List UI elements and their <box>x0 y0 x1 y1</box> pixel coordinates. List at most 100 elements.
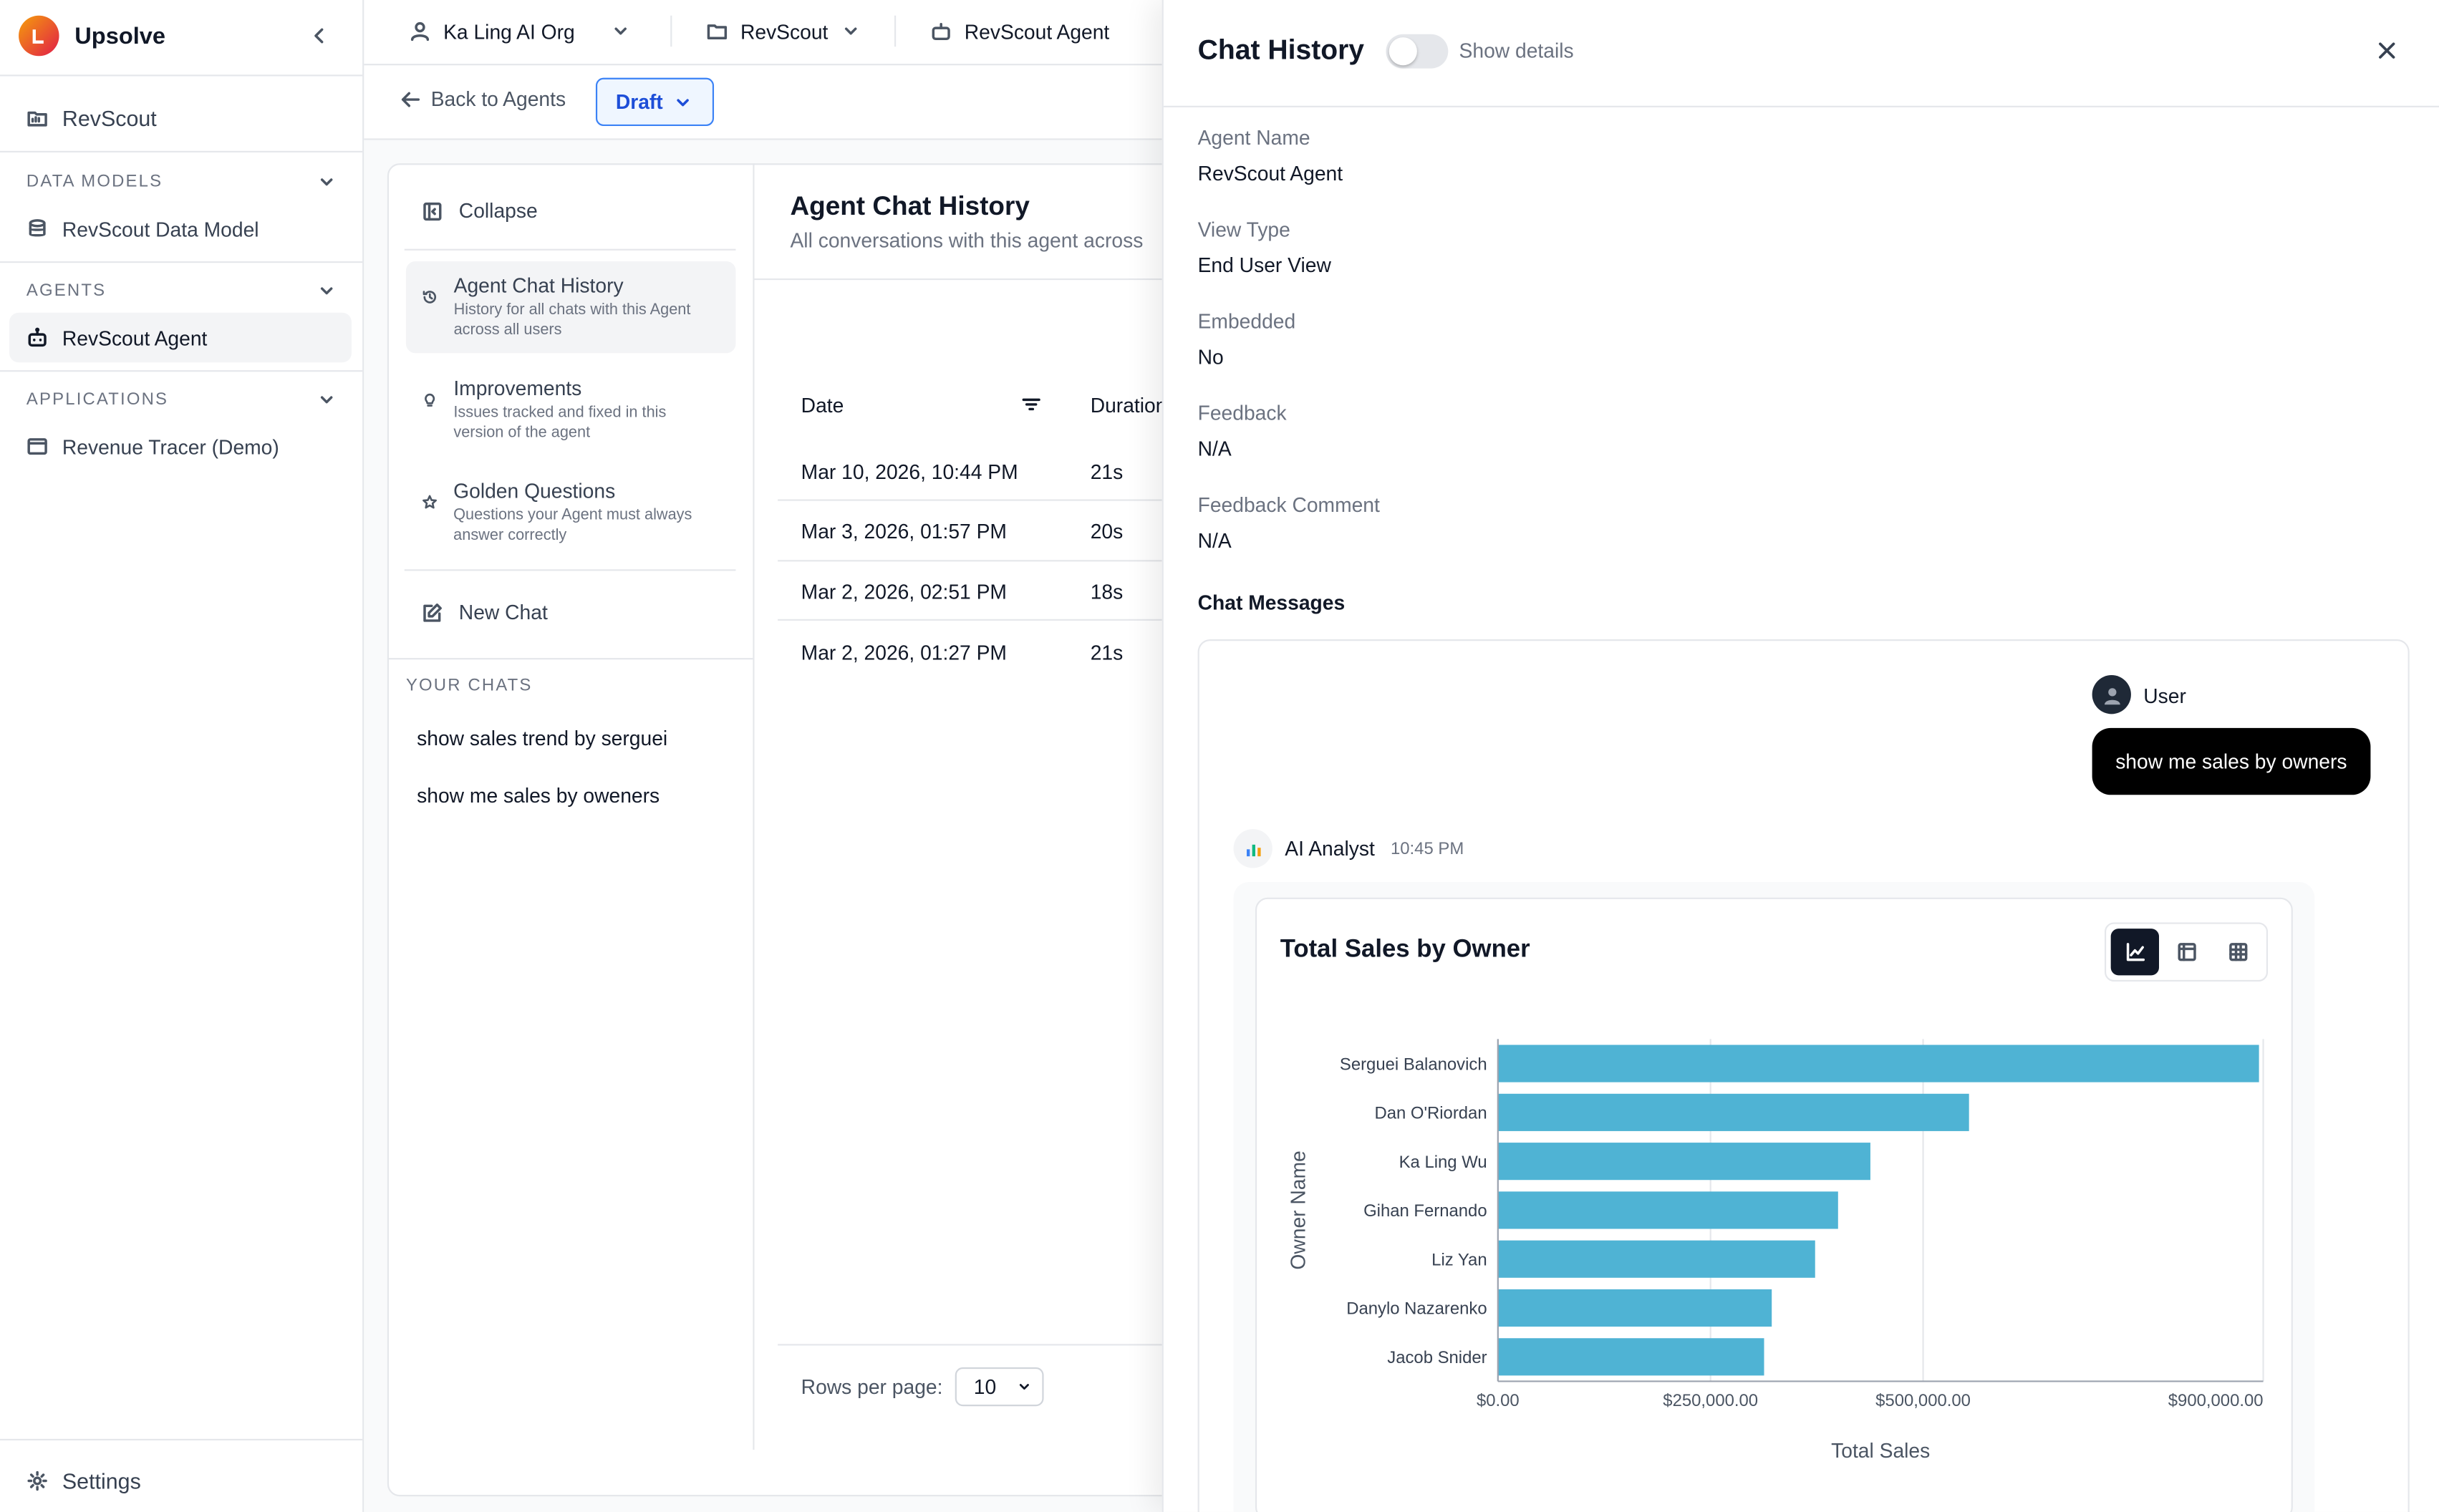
divider <box>0 370 363 372</box>
nav-title: Improvements <box>453 376 582 400</box>
user-message-text: show me sales by owners <box>2115 750 2347 773</box>
bar <box>1497 1289 1772 1327</box>
x-tick-label: $900,000.00 <box>2168 1391 2264 1410</box>
show-details-toggle[interactable] <box>1386 34 1449 69</box>
section-label: DATA MODELS <box>26 173 163 192</box>
bar <box>1497 1093 1969 1131</box>
rows-per-page-value: 10 <box>973 1375 997 1399</box>
ai-time: 10:45 PM <box>1390 840 1464 859</box>
back-to-agents-link[interactable]: Back to Agents <box>400 87 566 111</box>
x-tick-label: $500,000.00 <box>1875 1391 1971 1410</box>
table-view-button[interactable] <box>2213 929 2261 975</box>
row-date[interactable]: Mar 2, 2026, 02:51 PM <box>801 580 1007 604</box>
row-duration: 21s <box>1090 641 1124 664</box>
folder-icon <box>707 24 728 39</box>
section-data-models[interactable]: DATA MODELS <box>26 171 337 193</box>
pivot-view-button[interactable] <box>2162 929 2210 975</box>
gear-icon <box>27 1470 47 1491</box>
nav-desc: Issues tracked and fixed in this version… <box>453 404 667 442</box>
agent-name: RevScout Agent <box>964 19 1110 43</box>
column-header-date[interactable]: Date <box>801 393 844 417</box>
field-label: Agent Name <box>1197 125 1310 150</box>
sidebar-item-data-model[interactable]: RevScout Data Model <box>9 204 352 254</box>
panel-title: Chat History <box>1197 34 1365 66</box>
section-agents[interactable]: AGENTS <box>26 280 337 301</box>
bar <box>1497 1191 1838 1229</box>
divider <box>0 150 363 152</box>
chevron-down-icon <box>320 396 333 404</box>
pagination-divider <box>778 1344 1164 1346</box>
new-chat-button[interactable]: New Chat <box>406 588 736 636</box>
app-window-icon <box>27 438 47 455</box>
draft-version-select[interactable]: Draft <box>595 77 715 126</box>
section-label: AGENTS <box>26 281 107 301</box>
divider <box>404 569 736 571</box>
toolbar-divider <box>364 138 1173 140</box>
category-label: Serguei Balanovich <box>1340 1055 1487 1074</box>
chart-view-toggle <box>2104 922 2269 982</box>
card-column-divider <box>753 163 755 1450</box>
nav-golden-questions[interactable]: Golden Questions Questions your Agent mu… <box>406 467 736 558</box>
rows-per-page-label: Rows per page: <box>801 1375 943 1399</box>
category-label: Ka Ling Wu <box>1399 1153 1487 1172</box>
settings-link[interactable]: Settings <box>9 1456 352 1506</box>
bar <box>1497 1338 1764 1376</box>
user-message-bubble: show me sales by owners <box>2092 727 2371 795</box>
org-name: Ka Ling AI Org <box>443 19 575 43</box>
nav-title: Golden Questions <box>453 479 616 503</box>
filter-icon[interactable] <box>1020 394 1042 415</box>
panel-header-divider <box>1163 105 2439 107</box>
lightbulb-icon <box>425 393 435 407</box>
row-date[interactable]: Mar 2, 2026, 01:27 PM <box>801 641 1007 664</box>
field-label: Feedback Comment <box>1197 493 1380 517</box>
chart-view-button[interactable] <box>2110 929 2160 976</box>
brand-name: Upsolve <box>74 22 166 49</box>
org-selector[interactable]: Ka Ling AI Org <box>409 0 631 62</box>
topbar-divider <box>364 64 1173 66</box>
history-icon <box>422 291 437 304</box>
workspace-revscout[interactable]: RevScout <box>9 93 352 143</box>
separator <box>670 15 672 47</box>
agent-crumb[interactable]: RevScout Agent <box>930 0 1109 62</box>
column-header-duration[interactable]: Duration <box>1090 393 1167 417</box>
arrow-left-icon <box>401 91 420 107</box>
close-icon[interactable] <box>2375 39 2399 62</box>
sidebar-item-label: Revenue Tracer (Demo) <box>62 435 279 458</box>
chat-item[interactable]: show sales trend by serguei <box>417 726 668 750</box>
field-value: RevScout Agent <box>1197 161 1343 185</box>
field-value: No <box>1197 345 1224 369</box>
chat-messages-label: Chat Messages <box>1197 591 1346 615</box>
field-label: Embedded <box>1197 309 1296 333</box>
chat-item[interactable]: show me sales by oweners <box>417 784 660 808</box>
row-date[interactable]: Mar 3, 2026, 01:57 PM <box>801 519 1007 543</box>
draft-label: Draft <box>615 90 663 114</box>
pivot-table-icon <box>2177 943 2196 961</box>
bar <box>1497 1045 2259 1082</box>
user-avatar <box>2092 674 2131 714</box>
collapse-nav-button[interactable]: Collapse <box>406 187 736 235</box>
sidebar-item-revenue-tracer[interactable]: Revenue Tracer (Demo) <box>9 422 352 472</box>
nav-desc: History for all chats with this Agent ac… <box>453 301 691 339</box>
project-selector[interactable]: RevScout <box>706 0 862 62</box>
category-label: Jacob Snider <box>1387 1348 1487 1367</box>
collapse-sidebar-chevron-icon[interactable] <box>308 25 329 47</box>
section-label: APPLICATIONS <box>26 390 169 410</box>
nav-agent-chat-history[interactable]: Agent Chat History History for all chats… <box>405 261 736 354</box>
sidebar-item-revscout-agent[interactable]: RevScout Agent <box>9 312 352 363</box>
row-date[interactable]: Mar 10, 2026, 10:44 PM <box>801 460 1018 484</box>
show-details-label: Show details <box>1459 39 1574 62</box>
user-name: User <box>2143 684 2186 708</box>
user-icon <box>410 21 430 42</box>
nav-improvements[interactable]: Improvements Issues tracked and fixed in… <box>406 364 736 455</box>
category-label: Gihan Fernando <box>1363 1201 1487 1221</box>
divider <box>0 74 363 77</box>
field-value: End User View <box>1197 253 1331 277</box>
brand[interactable]: Upsolve <box>19 15 166 57</box>
back-label: Back to Agents <box>430 87 566 111</box>
history-title: Agent Chat History <box>790 191 1030 221</box>
row-divider <box>778 619 1164 621</box>
chevron-down-icon <box>1019 1384 1029 1390</box>
chat-messages-container <box>1197 639 2410 1512</box>
section-applications[interactable]: APPLICATIONS <box>26 389 337 410</box>
rows-per-page-select[interactable]: 10 <box>955 1367 1044 1407</box>
